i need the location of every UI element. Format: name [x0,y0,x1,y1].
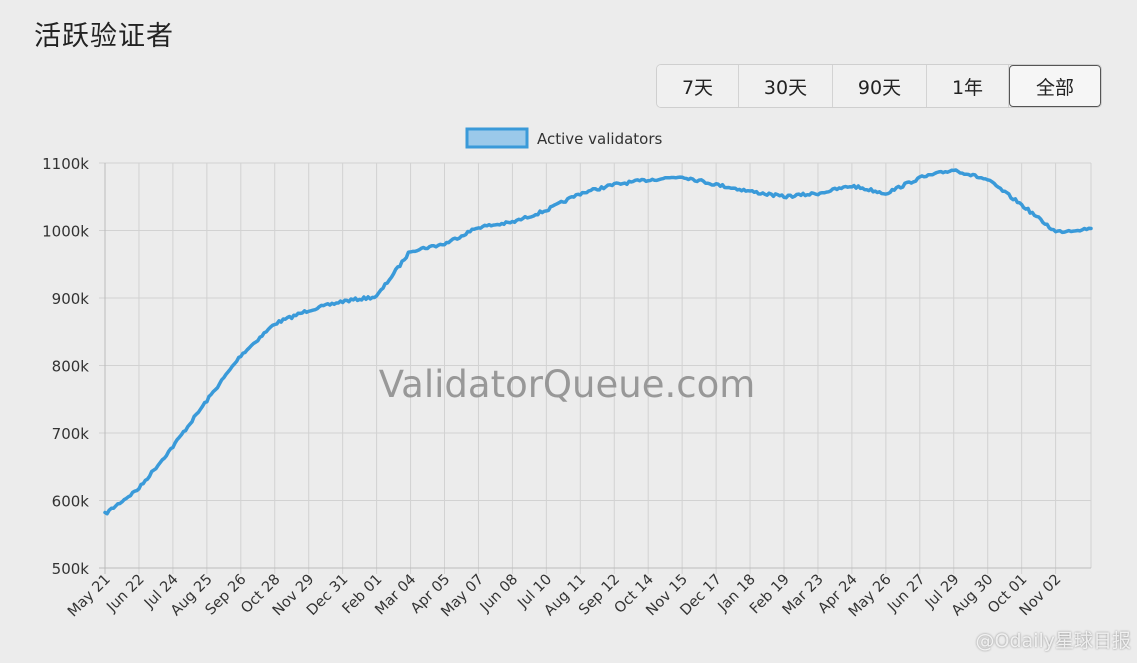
x-tick-label: Jun 08 [477,572,521,616]
y-tick-label: 900k [52,290,90,308]
range-all-button[interactable]: 全部 [1009,65,1101,107]
x-tick-label: May 21 [65,572,114,621]
y-tick-label: 1100k [42,155,89,173]
series-line-active-validators [103,168,1093,516]
page-title: 活跃验证者 [34,21,174,52]
y-tick-label: 500k [52,560,90,578]
time-range-selector: 7天 30天 90天 1年 全部 [656,64,1102,108]
range-30d-button[interactable]: 30天 [739,65,833,107]
range-90d-button[interactable]: 90天 [833,65,927,107]
x-tick-label: Jun 22 [103,572,147,616]
legend-label: Active validators [537,130,663,148]
y-tick-label: 1000k [42,223,89,241]
grid [99,162,1092,574]
range-1y-button[interactable]: 1年 [927,65,1009,107]
legend[interactable]: Active validators [465,127,663,149]
y-axis: 500k 600k 700k 800k 900k 1000k 1100k [42,155,89,578]
legend-swatch [465,127,529,149]
range-7d-button[interactable]: 7天 [657,65,739,107]
y-tick-label: 600k [52,493,90,511]
y-tick-label: 700k [52,425,90,443]
y-tick-label: 800k [52,358,90,376]
watermark-text: ValidatorQueue.com [379,363,756,406]
corner-watermark: @Odaily星球日报 [975,630,1131,652]
x-tick-label: Jun 27 [884,572,928,616]
